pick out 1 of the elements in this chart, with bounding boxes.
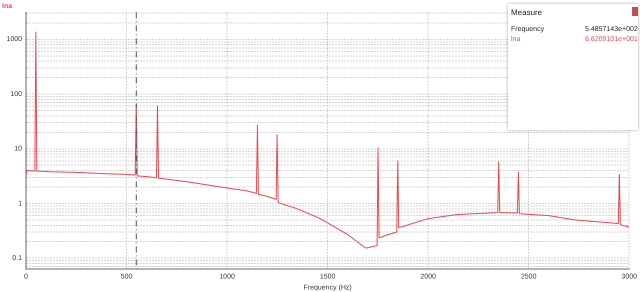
annotation: Measure (511, 8, 542, 17)
